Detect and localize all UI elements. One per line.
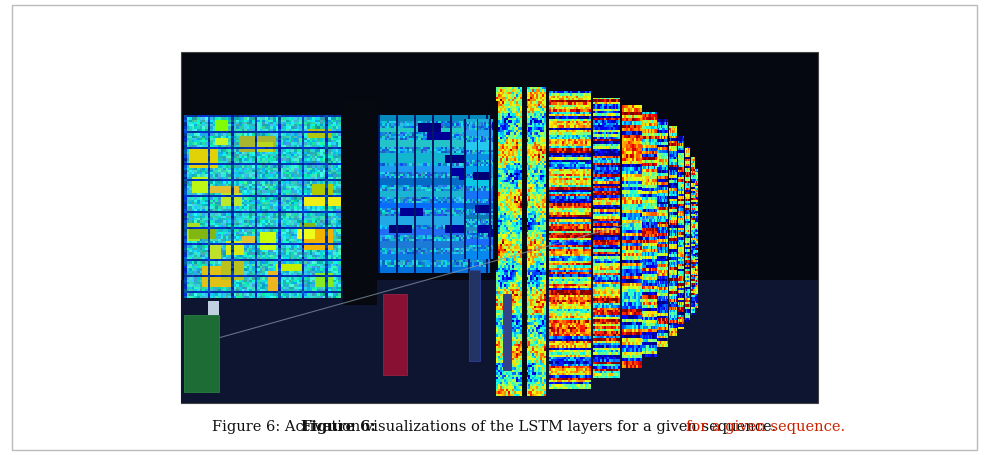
Bar — [469, 269, 481, 361]
Bar — [343, 101, 377, 304]
Polygon shape — [181, 280, 818, 403]
Text: Figure 6: Activation visualizations of the LSTM layers for a given sequence.: Figure 6: Activation visualizations of t… — [213, 420, 776, 434]
Text: Figure 6:: Figure 6: — [301, 420, 376, 434]
Bar — [181, 52, 818, 403]
FancyBboxPatch shape — [12, 5, 977, 450]
Bar — [502, 294, 512, 371]
Bar — [383, 294, 407, 374]
Bar — [184, 315, 220, 392]
Bar — [522, 87, 527, 396]
Bar — [494, 101, 498, 269]
Text: for a given sequence.: for a given sequence. — [686, 420, 846, 434]
Bar — [208, 301, 220, 315]
